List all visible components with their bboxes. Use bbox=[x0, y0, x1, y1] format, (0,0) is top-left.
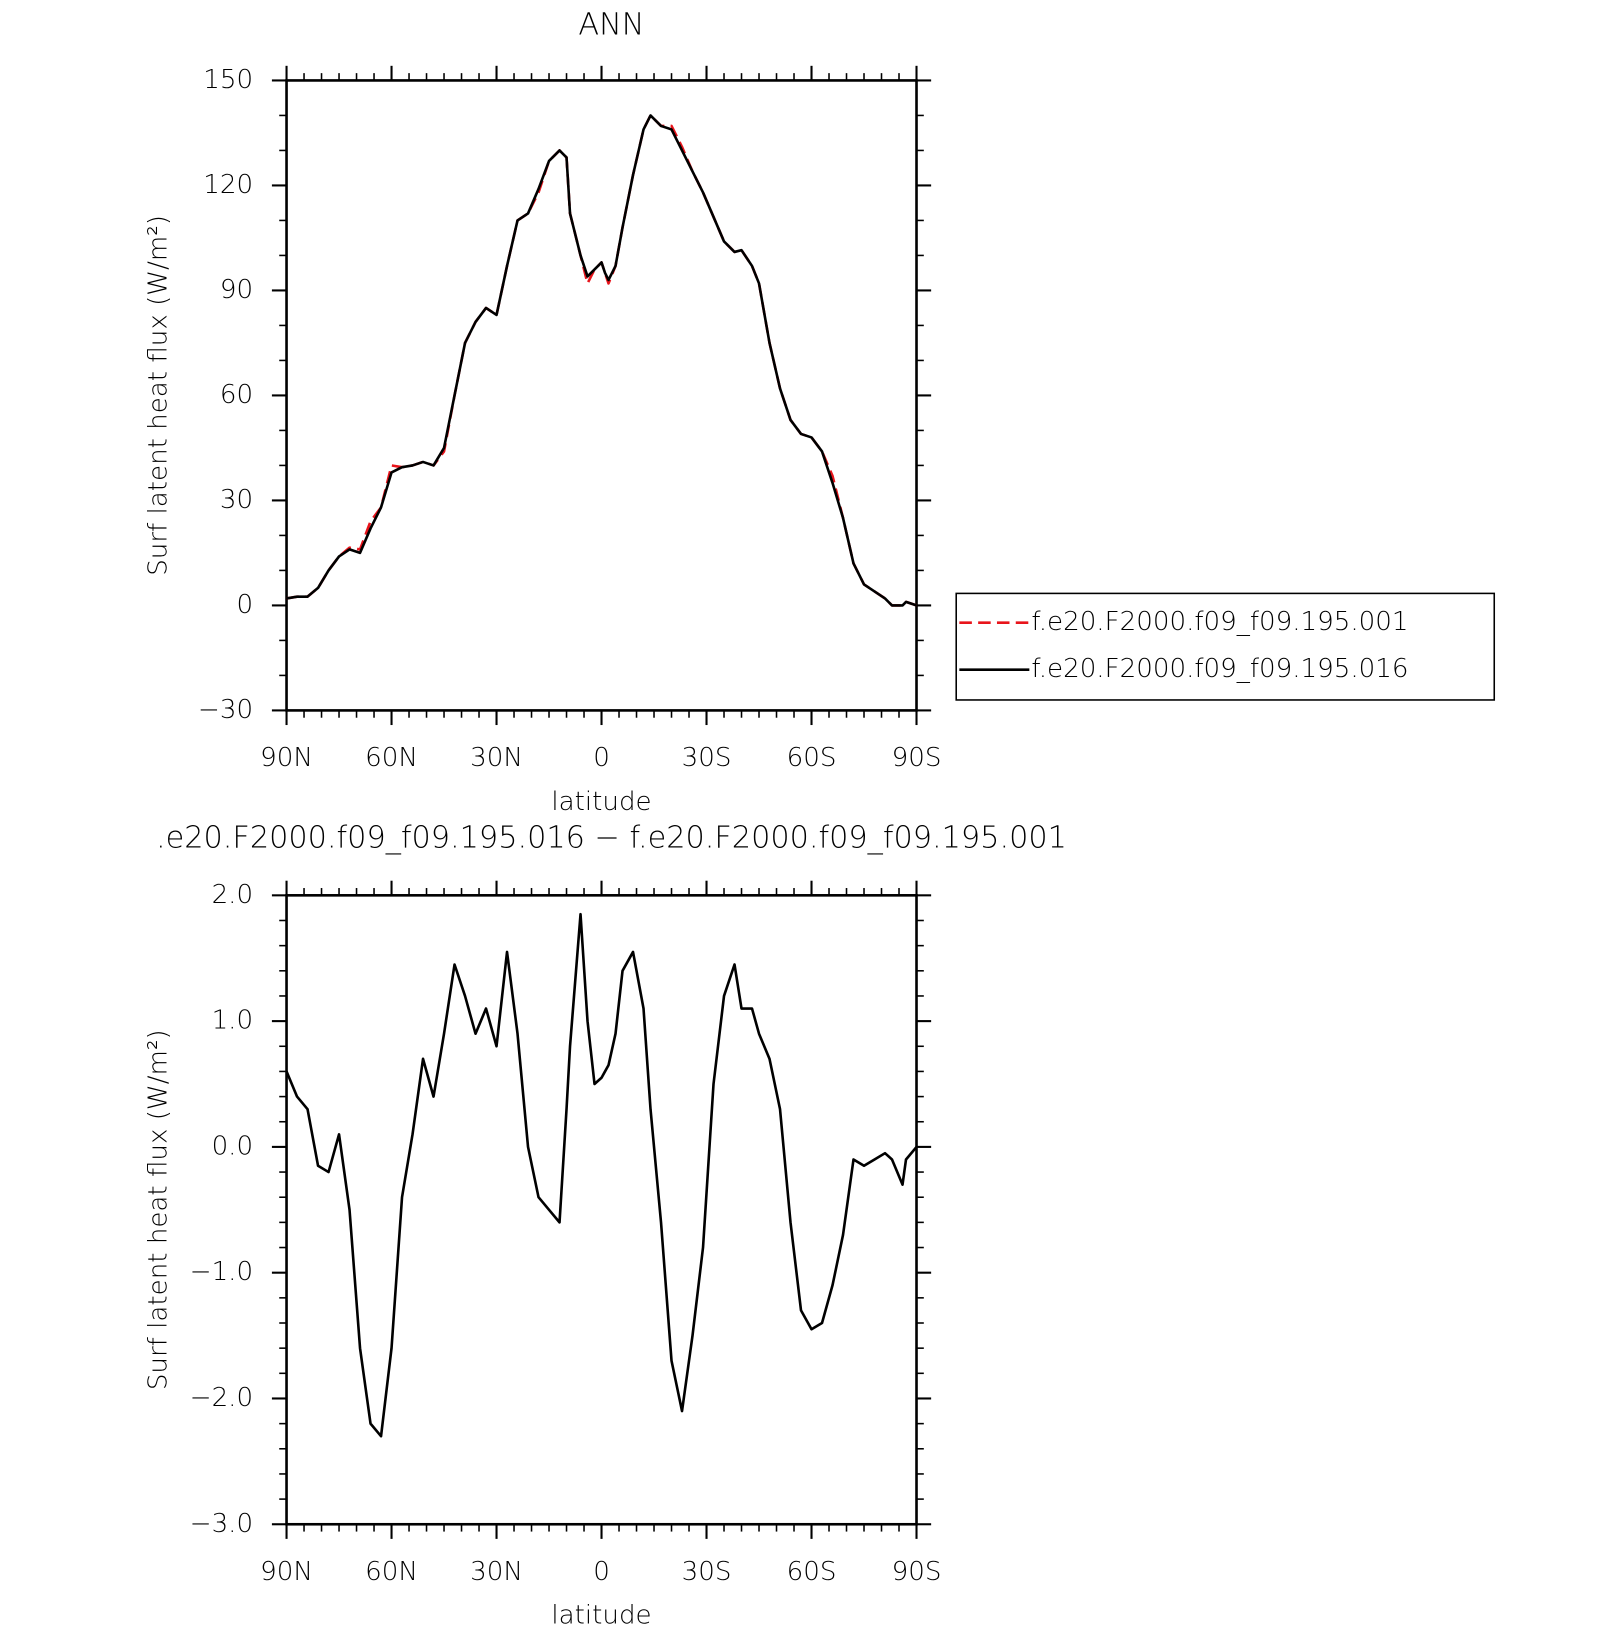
y-tick-label: 1.0 bbox=[212, 1006, 254, 1036]
y-tick-label: 0.0 bbox=[212, 1131, 254, 1161]
legend-label: f.e20.F2000.f09_f09.195.016 bbox=[1031, 654, 1408, 684]
y-tick-label: 60 bbox=[220, 380, 253, 410]
x-tick-label: 60N bbox=[365, 1557, 418, 1587]
y-tick-label: −2.0 bbox=[190, 1383, 253, 1413]
y-tick-label: 2.0 bbox=[212, 880, 254, 910]
y-tick-label: 90 bbox=[220, 275, 253, 305]
x-tick-label: 0 bbox=[593, 1557, 610, 1587]
y-tick-label: −3.0 bbox=[190, 1509, 253, 1539]
x-tick-label: 90S bbox=[892, 1557, 942, 1587]
series-line bbox=[286, 114, 917, 607]
legend-label: f.e20.F2000.f09_f09.195.001 bbox=[1031, 607, 1408, 637]
x-tick-label: 30N bbox=[470, 1557, 523, 1587]
plot-frame bbox=[285, 79, 918, 712]
legend-box bbox=[955, 592, 1496, 701]
y-tick-label: −1.0 bbox=[190, 1257, 253, 1287]
y-axis-label: Surf latent heat flux (W/m²) bbox=[144, 215, 174, 576]
x-tick-label: 90N bbox=[260, 743, 313, 773]
y-tick-label: −30 bbox=[198, 695, 253, 725]
y-tick-label: 120 bbox=[203, 170, 253, 200]
x-tick-label: 90S bbox=[892, 743, 942, 773]
x-tick-label: 60S bbox=[787, 1557, 837, 1587]
x-tick-label: 0 bbox=[593, 743, 610, 773]
series-line bbox=[286, 114, 917, 607]
x-axis-label: latitude bbox=[551, 787, 651, 817]
x-tick-label: 90N bbox=[260, 1557, 313, 1587]
x-tick-label: 30S bbox=[682, 1557, 732, 1587]
chart-title: .e20.F2000.f09_f09.195.016 − f.e20.F2000… bbox=[156, 820, 1067, 855]
x-axis-label: latitude bbox=[551, 1601, 651, 1631]
y-axis-label: Surf latent heat flux (W/m²) bbox=[144, 1029, 174, 1390]
chart-title: ANN bbox=[578, 8, 644, 43]
series-line bbox=[285, 912, 918, 1438]
x-tick-label: 60N bbox=[365, 743, 418, 773]
y-tick-label: 30 bbox=[220, 485, 253, 515]
x-tick-label: 30S bbox=[682, 743, 732, 773]
y-tick-label: 0 bbox=[236, 590, 253, 620]
x-tick-label: 60S bbox=[787, 743, 837, 773]
x-tick-label: 30N bbox=[470, 743, 523, 773]
y-tick-label: 150 bbox=[203, 65, 253, 95]
